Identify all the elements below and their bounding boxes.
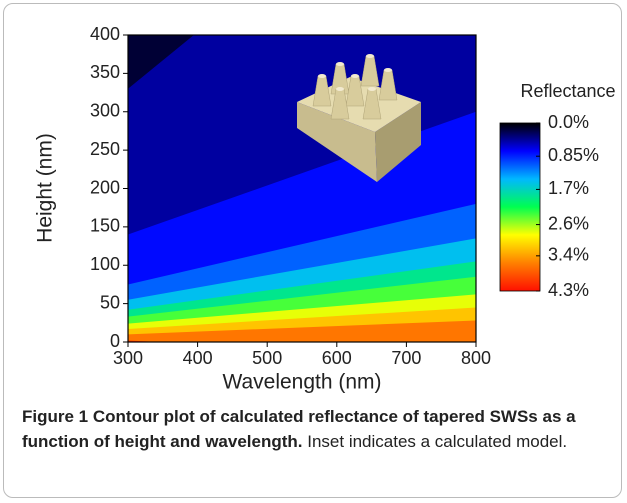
contour-area [128,0,476,357]
x-tick-label: 400 [183,348,213,368]
colorbar-tick-label: 0.0% [548,112,589,132]
chart: Wavelength (nm) Height (nm) Reflectance … [0,0,627,400]
caption: Figure 1 Contour plot of calculated refl… [22,404,607,454]
figure: Wavelength (nm) Height (nm) Reflectance … [0,0,627,503]
x-axis-label: Wavelength (nm) [222,371,381,394]
x-tick-label: 500 [252,348,282,368]
colorbar-title: Reflectance [520,81,615,101]
x-tick-label: 700 [391,348,421,368]
inset-cone-top [366,54,374,58]
inset-cone-top [384,68,392,72]
inset-cone-top [351,74,359,78]
inset-cone-top [368,87,376,91]
colorbar-tick-label: 3.4% [548,245,589,265]
contour-band [128,340,476,357]
inset-cone-top [336,87,344,91]
y-tick-label: 100 [90,254,120,274]
y-tick-label: 200 [90,177,120,197]
x-tick-label: 300 [113,348,143,368]
colorbar [500,123,540,291]
x-tick-label: 600 [322,348,352,368]
y-tick-label: 300 [90,101,120,121]
y-tick-label: 0 [110,331,120,351]
y-tick-label: 350 [90,62,120,82]
y-tick-label: 250 [90,139,120,159]
inset-cone-top [318,74,326,78]
colorbar-tick-label: 4.3% [548,280,589,300]
y-tick-label: 50 [100,292,120,312]
caption-label: Figure 1 [22,407,88,426]
y-tick-label: 400 [90,24,120,44]
colorbar-tick-label: 2.6% [548,213,589,233]
y-tick-label: 150 [90,216,120,236]
colorbar-tick-label: 0.85% [548,145,599,165]
inset-cone-top [336,62,344,66]
x-tick-label: 800 [461,348,491,368]
caption-text: Inset indicates a calculated model. [307,432,567,451]
y-axis-label: Height (nm) [34,133,57,243]
colorbar-tick-label: 1.7% [548,178,589,198]
